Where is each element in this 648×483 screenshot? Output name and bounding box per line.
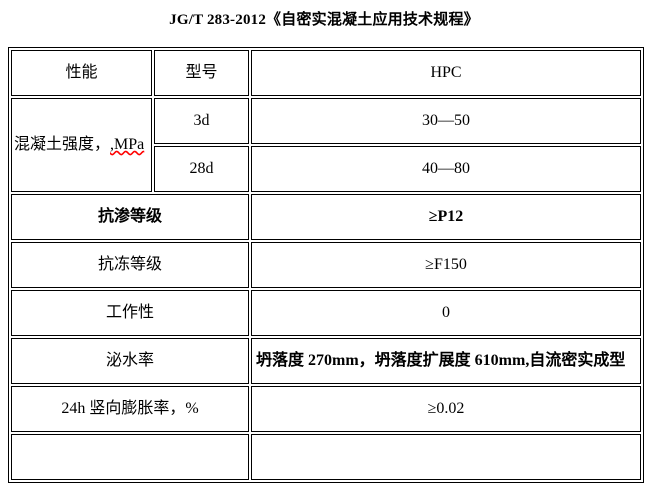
property-value-cell: ≥P12	[251, 194, 641, 240]
property-label-cell: 24h 竖向膨胀率，%	[11, 386, 249, 432]
table-row-bleeding-rate: 泌水率 坍落度 270mm，坍落度扩展度 610mm,自流密实成型	[11, 338, 641, 384]
strength-age-cell: 28d	[154, 146, 249, 192]
header-cell-model: 型号	[154, 50, 249, 96]
table-row-workability: 工作性 0	[11, 290, 641, 336]
property-value-cell: ≥F150	[251, 242, 641, 288]
property-label-cell: 工作性	[11, 290, 249, 336]
strength-label-misspelled-unit: ,MPa	[110, 136, 145, 153]
table-row-impermeability: 抗渗等级 ≥P12	[11, 194, 641, 240]
strength-label-cell: 混凝土强度，,MPa	[11, 98, 152, 192]
table-row-frost-resistance: 抗冻等级 ≥F150	[11, 242, 641, 288]
strength-label-text: 混凝土强度，	[14, 136, 111, 153]
property-label-cell: 抗渗等级	[11, 194, 249, 240]
document-title: JG/T 283-2012《自密实混凝土应用技术规程》	[169, 12, 479, 28]
header-cell-product: HPC	[251, 50, 641, 96]
table-row-vertical-expansion: 24h 竖向膨胀率，% ≥0.02	[11, 386, 641, 432]
table-row-strength-3d: 混凝土强度，,MPa 3d 30—50	[11, 98, 641, 192]
spec-table: 性能 型号 HPC 混凝土强度，,MPa 3d 30—50 28d 40—80 …	[8, 47, 644, 483]
table-row-strength-28d: 28d 40—80	[11, 146, 641, 192]
property-value-cell: 坍落度 270mm，坍落度扩展度 610mm,自流密实成型	[251, 338, 641, 384]
property-label-cell: 泌水率	[11, 338, 249, 384]
property-value-cell: 0	[251, 290, 641, 336]
strength-range-cell: 30—50	[251, 98, 641, 144]
document-page: { "document": { "title": "JG/T 283-2012《…	[8, 12, 644, 483]
strength-age-cell: 3d	[154, 98, 249, 144]
table-row-header: 性能 型号 HPC	[11, 50, 641, 96]
property-value-cell: ≥0.02	[251, 386, 641, 432]
strength-range-cell: 40—80	[251, 146, 641, 192]
header-cell-performance: 性能	[11, 50, 152, 96]
property-label-cell: 抗冻等级	[11, 242, 249, 288]
